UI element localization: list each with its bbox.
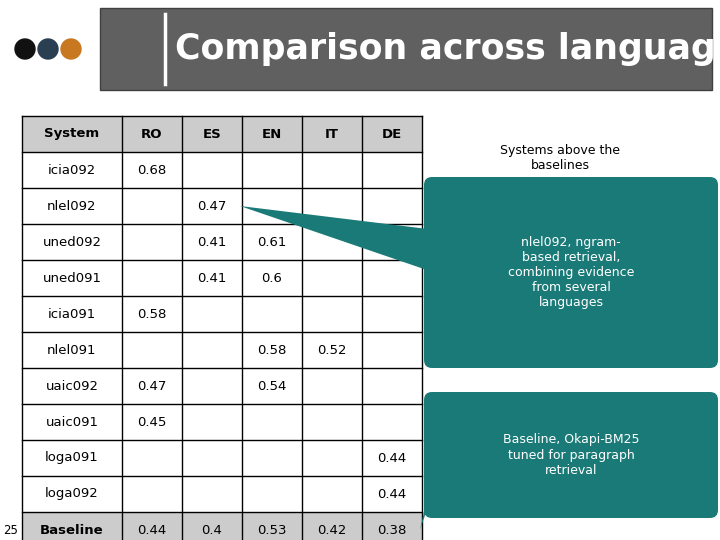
Text: ES: ES	[202, 127, 221, 140]
Text: Baseline, Okapi-BM25
tuned for paragraph
retrieval: Baseline, Okapi-BM25 tuned for paragraph…	[503, 434, 639, 476]
Text: 0.44: 0.44	[377, 451, 407, 464]
FancyBboxPatch shape	[424, 177, 718, 368]
Text: Systems above the
baselines: Systems above the baselines	[500, 144, 620, 172]
Polygon shape	[240, 206, 440, 274]
Text: 0.42: 0.42	[318, 523, 347, 537]
FancyBboxPatch shape	[22, 116, 422, 152]
Text: Baseline: Baseline	[40, 523, 104, 537]
Text: 0.44: 0.44	[377, 488, 407, 501]
Text: 0.45: 0.45	[138, 415, 167, 429]
Text: 0.54: 0.54	[257, 380, 287, 393]
Text: uaic091: uaic091	[45, 415, 99, 429]
Text: Comparison across languages: Comparison across languages	[175, 32, 720, 66]
Text: icia092: icia092	[48, 164, 96, 177]
Text: 0.61: 0.61	[257, 235, 287, 248]
Text: 0.41: 0.41	[197, 272, 227, 285]
Text: 0.47: 0.47	[138, 380, 167, 393]
FancyBboxPatch shape	[424, 392, 718, 518]
Text: uned092: uned092	[42, 235, 102, 248]
Text: 0.58: 0.58	[257, 343, 287, 356]
Text: uaic092: uaic092	[45, 380, 99, 393]
Text: icia091: icia091	[48, 307, 96, 321]
Text: 0.58: 0.58	[138, 307, 167, 321]
Text: EN: EN	[262, 127, 282, 140]
Text: nlel091: nlel091	[48, 343, 96, 356]
Text: 0.68: 0.68	[138, 164, 166, 177]
Circle shape	[15, 39, 35, 59]
Text: IT: IT	[325, 127, 339, 140]
Text: 0.38: 0.38	[377, 523, 407, 537]
Text: nlel092, ngram-
based retrieval,
combining evidence
from several
languages: nlel092, ngram- based retrieval, combini…	[508, 236, 634, 309]
Text: loga091: loga091	[45, 451, 99, 464]
Circle shape	[38, 39, 58, 59]
Text: 0.52: 0.52	[318, 343, 347, 356]
Text: 0.4: 0.4	[202, 523, 222, 537]
Circle shape	[61, 39, 81, 59]
Text: 0.53: 0.53	[257, 523, 287, 537]
Polygon shape	[420, 439, 440, 530]
Text: 0.41: 0.41	[197, 235, 227, 248]
Text: uned091: uned091	[42, 272, 102, 285]
Text: 0.47: 0.47	[197, 199, 227, 213]
FancyBboxPatch shape	[22, 512, 422, 540]
Text: nlel092: nlel092	[48, 199, 96, 213]
Text: RO: RO	[141, 127, 163, 140]
Text: loga092: loga092	[45, 488, 99, 501]
FancyBboxPatch shape	[22, 116, 422, 540]
Text: System: System	[45, 127, 99, 140]
Text: 0.6: 0.6	[261, 272, 282, 285]
FancyBboxPatch shape	[100, 8, 712, 90]
Text: 0.44: 0.44	[138, 523, 166, 537]
Text: DE: DE	[382, 127, 402, 140]
Text: 25: 25	[3, 523, 18, 537]
